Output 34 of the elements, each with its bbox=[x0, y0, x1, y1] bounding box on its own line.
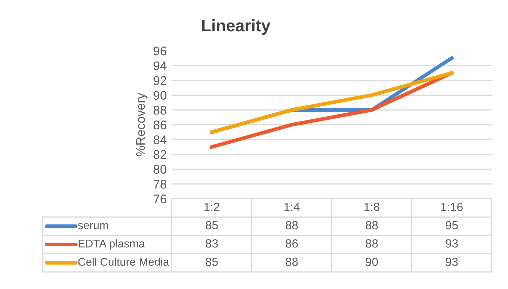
data-label: 93 bbox=[446, 258, 458, 266]
y-tick-label: 84 bbox=[154, 136, 167, 144]
data-label: 88 bbox=[286, 221, 298, 230]
x-tick-label: 1:4 bbox=[284, 203, 300, 212]
data-label: 93 bbox=[446, 240, 458, 248]
y-tick-label: 80 bbox=[154, 165, 167, 174]
y-tick-label: 88 bbox=[154, 106, 167, 115]
y-tick-label: 82 bbox=[154, 150, 167, 160]
y-tick-label: 86 bbox=[154, 120, 167, 130]
y-axis-title: %Recovery bbox=[136, 93, 148, 157]
y-tick-label: 94 bbox=[154, 62, 167, 70]
data-label: 90 bbox=[366, 258, 378, 266]
x-tick-label: 1:2 bbox=[204, 202, 220, 212]
data-label: 88 bbox=[366, 221, 378, 230]
data-label: 88 bbox=[366, 240, 378, 248]
chart-title: Linearity bbox=[202, 19, 271, 36]
line-series bbox=[210, 71, 454, 134]
y-tick-label: 92 bbox=[154, 76, 167, 86]
data-label: 85 bbox=[206, 258, 218, 266]
y-tick-label: 96 bbox=[154, 46, 167, 56]
data-label: 83 bbox=[206, 240, 218, 248]
data-label: 85 bbox=[206, 221, 218, 230]
legend-label: Cell Culture Media bbox=[78, 258, 170, 266]
y-tick-label: 76 bbox=[154, 194, 167, 204]
data-label: 88 bbox=[286, 258, 298, 266]
y-tick-label: 78 bbox=[154, 180, 167, 189]
y-tick-label: 90 bbox=[154, 91, 167, 100]
x-tick-label: 1:16 bbox=[441, 202, 463, 212]
legend-label: EDTA plasma bbox=[78, 240, 146, 250]
x-tick-label: 1:8 bbox=[364, 202, 380, 212]
data-label: 95 bbox=[446, 221, 458, 230]
data-label: 86 bbox=[286, 240, 298, 248]
legend-label: serum bbox=[78, 223, 108, 230]
line-series bbox=[210, 71, 454, 150]
